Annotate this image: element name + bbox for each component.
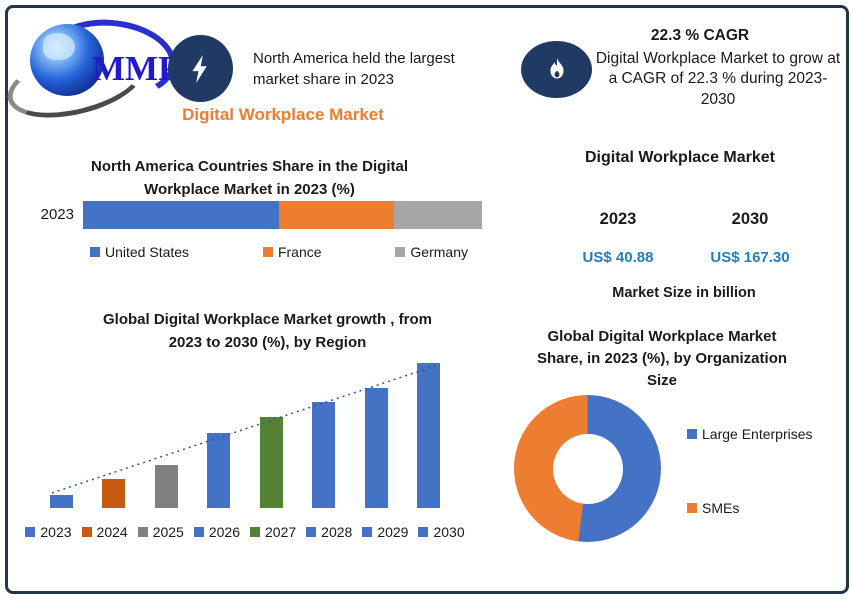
growth-chart-title-line1: Global Digital Workplace Market growth ,… (103, 311, 432, 328)
market-size-value-end: US$ 167.30 (710, 249, 790, 266)
legend-swatch-icon (687, 429, 697, 439)
lightning-bolt-icon (191, 54, 207, 83)
growth-bar-2023 (50, 494, 73, 508)
growth-bar-2026 (207, 432, 231, 508)
legend-item-2026: 2026 (193, 524, 240, 540)
org-share-title-line1: Global Digital Workplace Market (547, 328, 777, 345)
country-share-legend: United States France Germany (90, 244, 468, 260)
growth-bar-2030 (416, 363, 440, 508)
legend-swatch-icon (262, 247, 273, 257)
bar-segment-germany (394, 201, 482, 229)
country-share-title-line1: North America Countries Share in the Dig… (91, 158, 408, 175)
country-share-title-line2: Workplace Market in 2023 (%) (144, 180, 355, 198)
growth-bar-2025 (154, 464, 178, 508)
market-size-years: 2023 2030 (552, 210, 816, 229)
country-share-row-label: 2023 (40, 206, 74, 223)
legend-item-2029: 2029 (362, 524, 408, 540)
legend-item-2023: 2023 (25, 524, 72, 540)
market-size-caption: Market Size in billion (612, 285, 756, 301)
growth-chart-title-line2: 2023 to 2030 (%), by Region (168, 333, 367, 351)
legend-swatch-icon (25, 527, 36, 537)
legend-label: 2027 (265, 524, 297, 540)
lightning-badge (168, 35, 233, 102)
legend-swatch-icon (90, 247, 100, 257)
growth-bar-2024 (102, 479, 126, 508)
org-share-title: Global Digital Workplace Market Share, i… (512, 326, 812, 391)
legend-swatch-icon (193, 527, 204, 537)
legend-swatch-icon (687, 503, 697, 513)
growth-plot (50, 363, 440, 508)
growth-chart-title: Global Digital Workplace Market growth ,… (60, 309, 475, 354)
country-share-title: North America Countries Share in the Dig… (52, 156, 447, 201)
legend-swatch-icon (362, 527, 373, 537)
legend-label: 2025 (152, 524, 184, 540)
legend-label: 2023 (40, 524, 72, 540)
report-title: Digital Workplace Market (182, 105, 384, 124)
org-share-title-line3: Size (646, 371, 677, 389)
market-size-year-start: 2023 (599, 210, 637, 228)
cagr-value: 22.3 % CAGR (650, 27, 750, 44)
market-size-title: Digital Workplace Market (585, 149, 775, 166)
legend-swatch-icon (306, 527, 317, 537)
legend-label: SMEs (702, 500, 740, 516)
legend-item-2030: 2030 (418, 524, 465, 540)
legend-item-2025: 2025 (137, 524, 184, 540)
growth-legend: 2023 2024 2025 2026 2027 2028 2029 2030 (25, 524, 465, 540)
legend-item-france: France (262, 244, 322, 260)
market-size-year-end: 2030 (731, 210, 769, 228)
legend-item-large-enterprises: Large Enterprises (687, 426, 813, 442)
growth-bar-2029 (364, 387, 388, 508)
legend-swatch-icon (81, 527, 92, 537)
legend-label: Germany (410, 244, 468, 260)
growth-bar-2028 (312, 402, 336, 508)
flame-badge (521, 41, 592, 98)
legend-item-united-states: United States (90, 244, 189, 260)
legend-item-smes: SMEs (687, 500, 813, 516)
legend-label: 2024 (96, 524, 128, 540)
globe-logo-icon (30, 24, 104, 96)
growth-bar-2027 (259, 416, 283, 508)
legend-label: France (277, 244, 322, 260)
legend-label: 2026 (208, 524, 240, 540)
org-share-legend: Large Enterprises SMEs (687, 426, 813, 516)
org-share-title-line2: Share, in 2023 (%), by Organization (536, 349, 788, 367)
org-share-donut (514, 395, 661, 542)
legend-label: 2028 (321, 524, 353, 540)
flame-icon (549, 57, 564, 78)
legend-swatch-icon (418, 527, 429, 537)
legend-swatch-icon (395, 247, 406, 257)
market-size-values: US$ 40.88 US$ 167.30 (552, 249, 816, 266)
legend-item-2028: 2028 (306, 524, 352, 540)
legend-item-2027: 2027 (250, 524, 296, 540)
bar-segment-united-states (83, 201, 279, 229)
legend-item-germany: Germany (395, 244, 468, 260)
legend-label: 2030 (433, 524, 465, 540)
legend-swatch-icon (250, 527, 260, 537)
headline-left: North America held the largest market sh… (253, 50, 455, 88)
legend-swatch-icon (137, 527, 148, 537)
market-size-value-start: US$ 40.88 (582, 249, 654, 266)
country-share-bar (83, 201, 482, 229)
legend-label: Large Enterprises (702, 426, 813, 442)
legend-item-2024: 2024 (81, 524, 128, 540)
headline-right: Digital Workplace Market to grow at a CA… (595, 50, 841, 108)
legend-label: 2029 (377, 524, 409, 540)
bar-segment-france (278, 201, 395, 229)
donut-hole (552, 433, 623, 504)
mmr-logo: MMR (0, 13, 188, 131)
legend-label: United States (105, 244, 190, 260)
